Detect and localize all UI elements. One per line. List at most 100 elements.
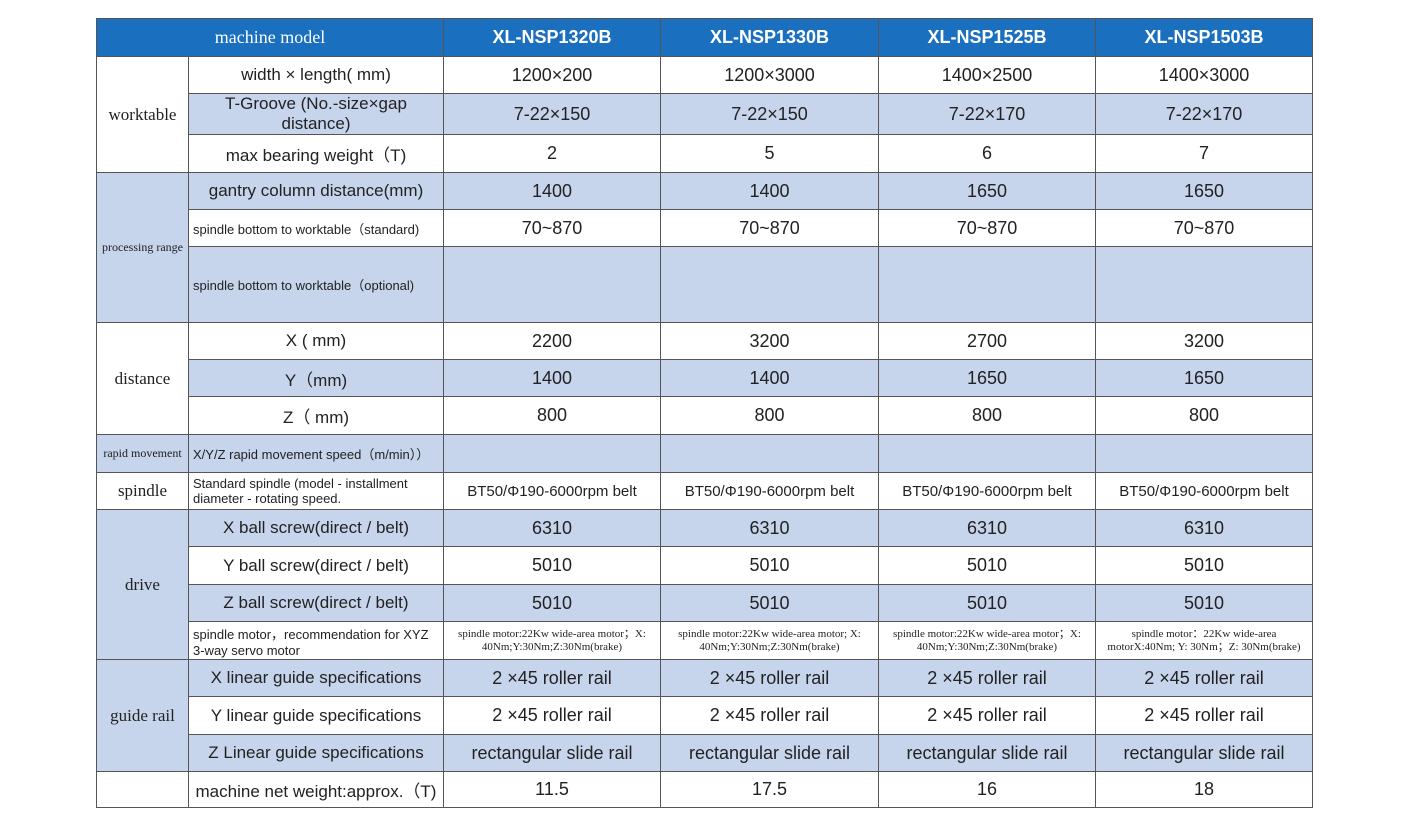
value-cell: 1400: [660, 359, 879, 397]
spec-table-wrap: machine model XL-NSP1320B XL-NSP1330B XL-NS…: [96, 18, 1313, 808]
value-cell: [660, 434, 879, 473]
value-cell: 1400×2500: [878, 56, 1096, 94]
table-row: Z（ mm) 800 800 800 800: [97, 396, 1313, 435]
value-cell: 2 ×45 roller rail: [660, 696, 879, 735]
table-row: spindle bottom to worktable（optional): [97, 246, 1313, 323]
value-cell: 6310: [1095, 509, 1313, 547]
value-cell: 2 ×45 roller rail: [878, 696, 1096, 735]
value-cell: 6310: [443, 509, 661, 547]
table-row: Z Linear guide specifications rectangular…: [97, 734, 1313, 772]
header-cell: XL-NSP1320B: [443, 18, 661, 57]
value-cell: 5010: [1095, 584, 1313, 622]
value-cell: 70~870: [878, 209, 1096, 247]
value-cell: 1400: [443, 359, 661, 397]
value-cell: 5010: [1095, 546, 1313, 585]
value-cell: spindle motor:22Kw wide-area motor; X: 4…: [660, 621, 879, 660]
table-row: machine net weight:approx.（T) 11.5 17.5 16 1…: [96, 771, 1313, 808]
value-cell: 5010: [660, 584, 879, 622]
value-cell: 800: [878, 396, 1096, 435]
param-cell: machine net weight:approx.（T): [188, 771, 444, 808]
table-row: spindle motor，recommendation for XYZ 3-w…: [97, 621, 1313, 660]
value-cell: 1400: [660, 172, 879, 210]
value-cell: 7: [1095, 134, 1313, 173]
value-cell: BT50/Φ190-6000rpm belt: [443, 472, 661, 510]
value-cell: 2 ×45 roller rail: [443, 696, 661, 735]
header-cell: XL-NSP1503B: [1095, 18, 1313, 57]
value-cell: spindle motor：22Kw wide-area motorX:40Nm…: [1095, 621, 1313, 660]
value-cell: 2 ×45 roller rail: [1095, 659, 1313, 697]
value-cell: 800: [660, 396, 879, 435]
value-cell: 7-22×170: [1095, 93, 1313, 135]
spec-table: machine model XL-NSP1320B XL-NSP1330B XL-NS…: [96, 18, 1313, 808]
value-cell: rectangular slide rail: [660, 734, 879, 772]
param-cell: Z ball screw(direct / belt): [188, 584, 444, 622]
param-cell: max bearing weight（T): [188, 134, 444, 173]
table-row: Y（mm) 1400 1400 1650 1650: [97, 359, 1313, 397]
group-label: distance: [96, 322, 189, 435]
value-cell: 3200: [660, 322, 879, 360]
param-cell: Z（ mm): [188, 396, 444, 435]
value-cell: 7-22×150: [443, 93, 661, 135]
group-label: guide rail: [96, 659, 189, 772]
table-row: spindle bottom to worktable（standard) 70~…: [97, 209, 1313, 247]
value-cell: spindle motor:22Kw wide-area motor；X: 40…: [878, 621, 1096, 660]
value-cell: BT50/Φ190-6000rpm belt: [660, 472, 879, 510]
value-cell: 5: [660, 134, 879, 173]
value-cell: 2200: [443, 322, 661, 360]
value-cell: 70~870: [443, 209, 661, 247]
value-cell: 800: [443, 396, 661, 435]
group-label: rapid movement: [96, 434, 189, 473]
value-cell: 5010: [878, 584, 1096, 622]
value-cell: 7-22×150: [660, 93, 879, 135]
header-cell: XL-NSP1525B: [878, 18, 1096, 57]
param-cell: spindle motor，recommendation for XYZ 3-w…: [188, 621, 444, 660]
value-cell: 5010: [443, 546, 661, 585]
value-cell: 16: [878, 771, 1096, 808]
table-row: T-Groove (No.-size×gap distance) 7-22×150…: [97, 93, 1313, 135]
param-cell: spindle bottom to worktable（optional): [188, 246, 444, 323]
value-cell: 2700: [878, 322, 1096, 360]
value-cell: 3200: [1095, 322, 1313, 360]
param-cell: Z Linear guide specifications: [188, 734, 444, 772]
param-cell: X/Y/Z rapid movement speed（m/min））: [188, 434, 444, 473]
value-cell: 1650: [878, 172, 1096, 210]
value-cell: 1200×3000: [660, 56, 879, 94]
value-cell: [1095, 434, 1313, 473]
value-cell: 1650: [1095, 172, 1313, 210]
value-cell: 800: [1095, 396, 1313, 435]
table-row: Y ball screw(direct / belt) 5010 5010 5010 5…: [97, 546, 1313, 585]
header-row: machine model XL-NSP1320B XL-NSP1330B XL-NS…: [96, 18, 1313, 57]
group-label: [96, 771, 189, 808]
param-cell: T-Groove (No.-size×gap distance): [188, 93, 444, 135]
value-cell: rectangular slide rail: [1095, 734, 1313, 772]
value-cell: rectangular slide rail: [443, 734, 661, 772]
param-cell: X ( mm): [188, 322, 444, 360]
value-cell: 6: [878, 134, 1096, 173]
table-row: distance X ( mm) 2200 3200 2700 3200: [96, 322, 1313, 435]
value-cell: 70~870: [660, 209, 879, 247]
value-cell: 5010: [660, 546, 879, 585]
param-cell: Standard spindle (model - installment di…: [188, 472, 444, 510]
value-cell: 5010: [878, 546, 1096, 585]
group-label: spindle: [96, 472, 189, 510]
table-row: processing range gantry column distance(m…: [96, 172, 1313, 323]
value-cell: 1400×3000: [1095, 56, 1313, 94]
value-cell: 17.5: [660, 771, 879, 808]
table-row: spindle Standard spindle (model - install…: [96, 472, 1313, 510]
value-cell: 1200×200: [443, 56, 661, 94]
header-cell: machine model: [96, 18, 444, 57]
table-row: Z ball screw(direct / belt) 5010 5010 5010 5…: [97, 584, 1313, 622]
value-cell: 70~870: [1095, 209, 1313, 247]
value-cell: rectangular slide rail: [878, 734, 1096, 772]
param-cell: X ball screw(direct / belt): [188, 509, 444, 547]
table-row: max bearing weight（T) 2 5 6 7: [97, 134, 1313, 173]
value-cell: [443, 434, 661, 473]
param-cell: Y linear guide specifications: [188, 696, 444, 735]
value-cell: [660, 246, 879, 323]
value-cell: [443, 246, 661, 323]
value-cell: 6310: [660, 509, 879, 547]
group-label: worktable: [96, 56, 189, 173]
table-row: worktable width × length( mm) 1200×200 1200…: [96, 56, 1313, 173]
value-cell: 1650: [1095, 359, 1313, 397]
param-cell: X linear guide specifications: [188, 659, 444, 697]
